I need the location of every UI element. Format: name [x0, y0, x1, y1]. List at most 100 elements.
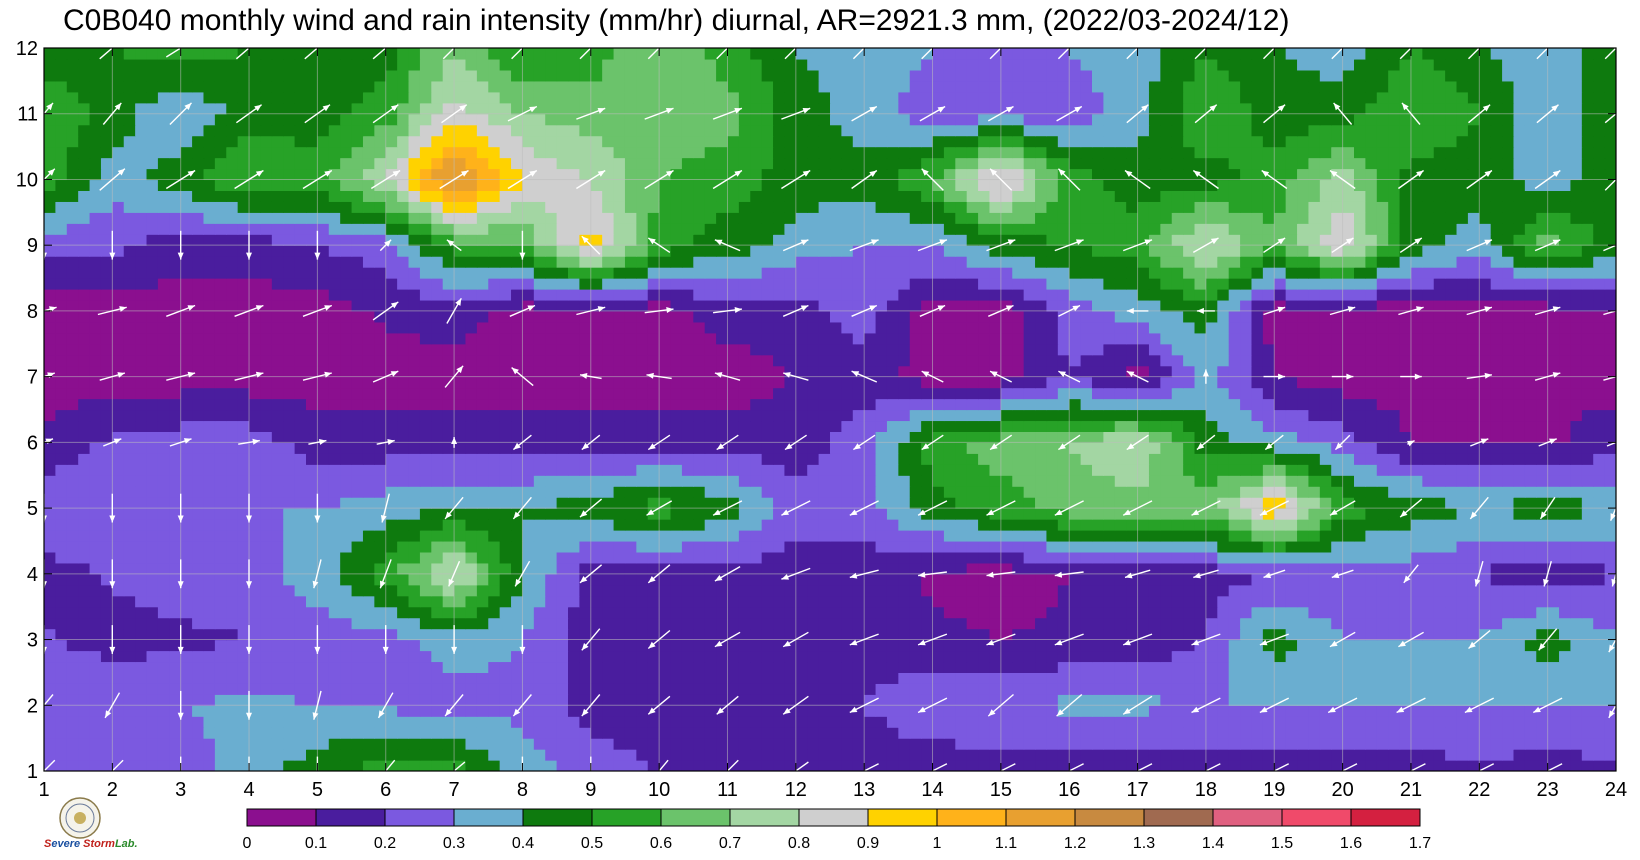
rain-cell [66, 453, 79, 465]
rain-cell [1205, 464, 1218, 476]
rain-cell [1331, 573, 1344, 586]
rain-cell [727, 486, 740, 498]
rain-cell [602, 716, 615, 728]
rain-cell [978, 475, 991, 487]
rain-cell [100, 661, 113, 673]
rain-cell [647, 650, 660, 663]
rain-cell [1331, 628, 1344, 641]
rain-cell [397, 650, 410, 663]
rain-cell [818, 595, 831, 608]
rain-cell [886, 661, 899, 673]
rain-cell [1160, 760, 1173, 771]
rain-cell [180, 617, 193, 630]
rain-cell [590, 540, 603, 553]
rain-cell [773, 661, 786, 673]
rain-cell [385, 727, 398, 739]
rain-cell [1251, 672, 1264, 684]
rain-cell [1228, 694, 1241, 706]
rain-cell [1000, 409, 1013, 422]
rain-cell [978, 530, 991, 542]
rain-cell [716, 497, 729, 509]
rain-cell [1502, 398, 1515, 411]
rain-cell [362, 486, 375, 498]
rain-cell [727, 540, 740, 553]
rain-cell [955, 530, 968, 542]
rain-cell [44, 387, 56, 400]
rain-cell [283, 738, 296, 750]
rain-cell [795, 639, 808, 652]
rain-cell [397, 595, 410, 608]
rain-cell [1365, 727, 1378, 739]
rain-cell [374, 639, 387, 652]
rain-cell [157, 551, 170, 564]
rain-cell [1000, 716, 1013, 728]
rain-cell [1342, 628, 1355, 641]
rain-cell [408, 716, 421, 728]
rain-cell [1547, 661, 1560, 673]
rain-cell [533, 376, 546, 389]
rain-cell [135, 551, 148, 564]
rain-cell [716, 540, 729, 553]
rain-cell [875, 475, 888, 487]
rain-cell [157, 409, 170, 422]
rain-cell [192, 760, 205, 771]
rain-cell [283, 497, 296, 509]
rain-cell [1137, 694, 1150, 706]
rain-cell [1080, 661, 1093, 673]
rain-cell [670, 705, 683, 717]
rain-cell [385, 760, 398, 771]
rain-cell [169, 387, 182, 400]
rain-cell [488, 442, 501, 454]
rain-cell [1536, 628, 1549, 641]
rain-cell [203, 705, 216, 717]
rain-cell [1581, 551, 1594, 564]
rain-cell [1057, 650, 1070, 663]
rain-cell [1433, 672, 1446, 684]
rain-cell [773, 420, 786, 432]
rain-cell [1445, 738, 1458, 750]
rain-cell [830, 464, 842, 476]
rain-cell [55, 573, 68, 586]
rain-cell [1160, 683, 1173, 695]
rain-cell [511, 760, 524, 771]
rain-cell [203, 497, 216, 509]
rain-cell [1080, 431, 1093, 443]
rain-cell [306, 749, 318, 761]
rain-cell [681, 562, 694, 575]
rain-cell [1422, 738, 1435, 750]
rain-cell [716, 727, 729, 739]
rain-cell [306, 628, 318, 641]
rain-cell [602, 420, 615, 432]
rain-cell [522, 595, 535, 608]
rain-cell [750, 639, 763, 652]
rain-cell [157, 464, 170, 476]
rain-cell [1547, 639, 1560, 652]
rain-cell [727, 628, 740, 641]
rain-cell [1490, 453, 1503, 465]
rain-cell [1467, 760, 1480, 771]
rain-cell [533, 508, 546, 520]
rain-cell [317, 519, 330, 531]
rain-cell [1137, 453, 1150, 465]
rain-cell [1570, 716, 1583, 728]
rain-cell [1490, 639, 1503, 652]
rain-cell [112, 540, 125, 553]
rain-cell [1194, 628, 1207, 641]
rain-cell [704, 497, 717, 509]
rain-cell [932, 760, 945, 771]
rain-cell [44, 398, 56, 411]
rain-cell [966, 749, 979, 761]
rain-cell [465, 519, 478, 531]
rain-cell [818, 497, 831, 509]
rain-cell [568, 387, 580, 400]
rain-cell [374, 442, 387, 454]
rain-cell [852, 705, 865, 717]
rain-cell [1376, 628, 1389, 641]
rain-cell [374, 486, 387, 498]
rain-cell [909, 508, 922, 520]
rain-cell [1057, 519, 1070, 531]
rain-cell [123, 442, 136, 454]
rain-cell [624, 540, 637, 553]
rain-cell [100, 749, 113, 761]
rain-cell [773, 628, 786, 641]
